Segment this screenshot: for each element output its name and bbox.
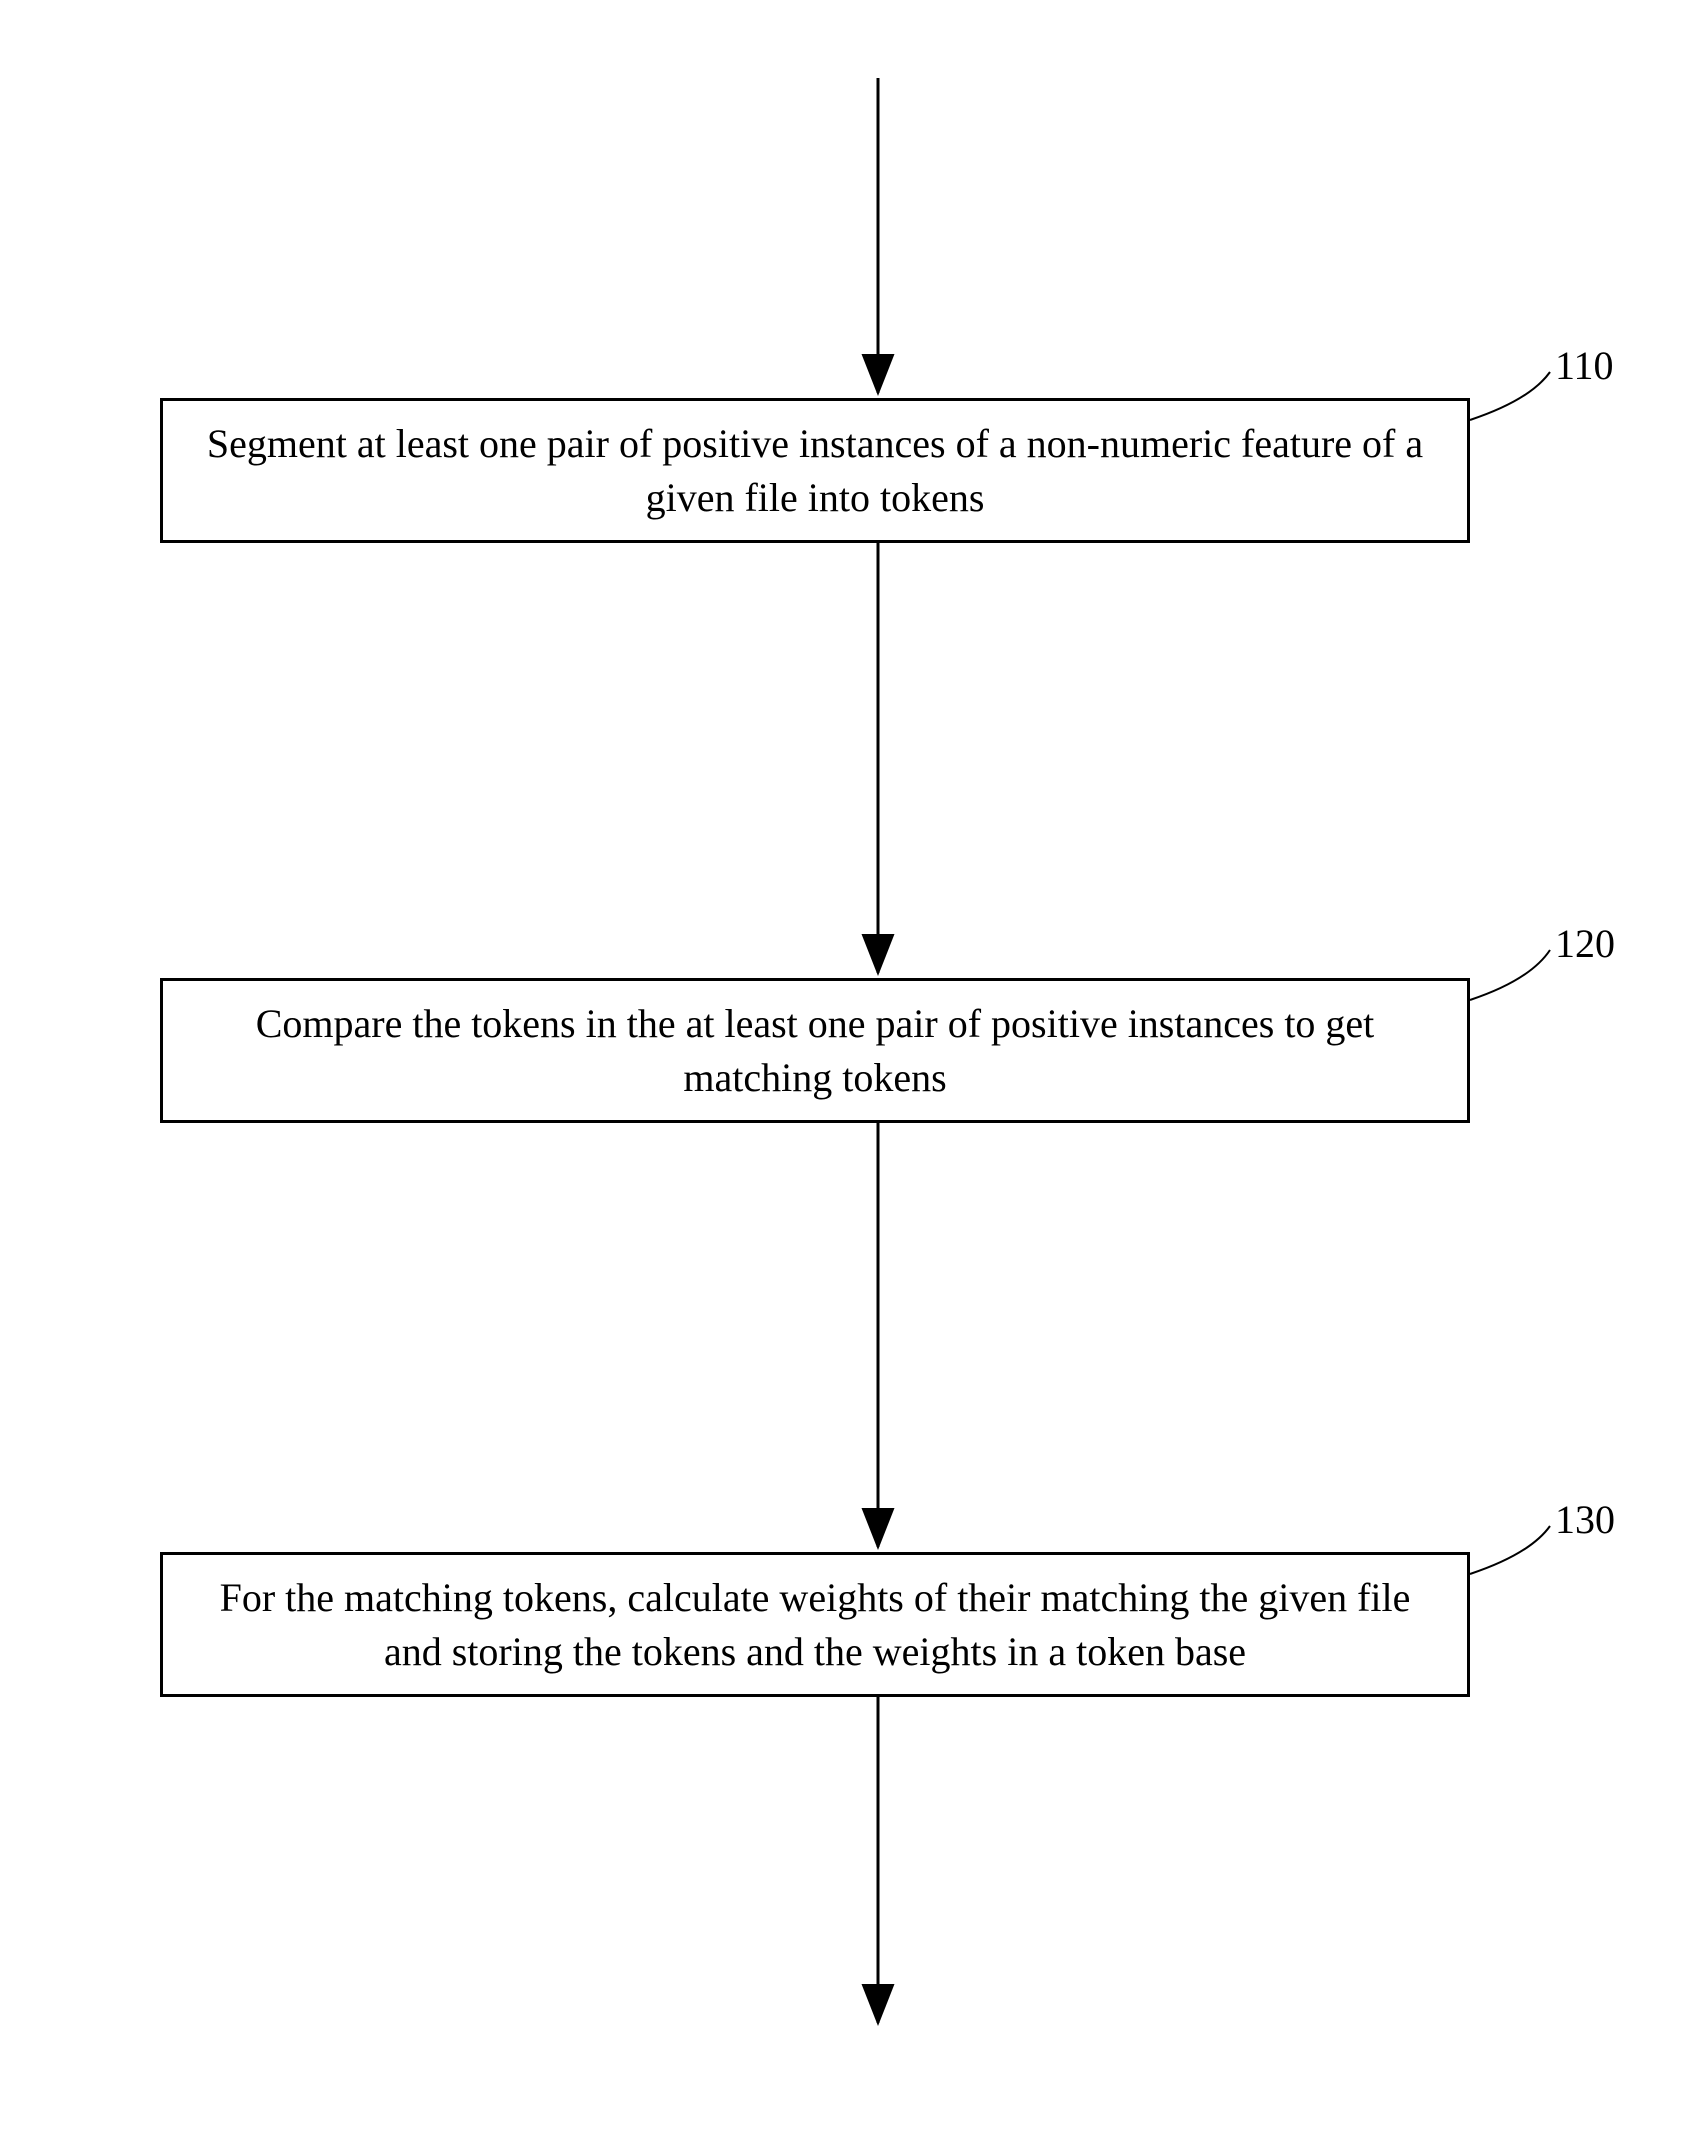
callout-110 <box>1470 372 1550 420</box>
flowchart-node-130-label: 130 <box>1555 1496 1615 1543</box>
flowchart-node-120-label: 120 <box>1555 920 1615 967</box>
flowchart-node-110: Segment at least one pair of positive in… <box>160 398 1470 543</box>
flowchart-node-130-text: For the matching tokens, calculate weigh… <box>193 1571 1437 1679</box>
callout-130 <box>1470 1526 1550 1574</box>
flowchart-node-130: For the matching tokens, calculate weigh… <box>160 1552 1470 1697</box>
flowchart-container: Segment at least one pair of positive in… <box>0 0 1691 2132</box>
flowchart-node-120-text: Compare the tokens in the at least one p… <box>193 997 1437 1105</box>
flowchart-node-110-label: 110 <box>1555 342 1614 389</box>
flowchart-node-120: Compare the tokens in the at least one p… <box>160 978 1470 1123</box>
callout-120 <box>1470 950 1550 1000</box>
flowchart-node-110-text: Segment at least one pair of positive in… <box>193 417 1437 525</box>
